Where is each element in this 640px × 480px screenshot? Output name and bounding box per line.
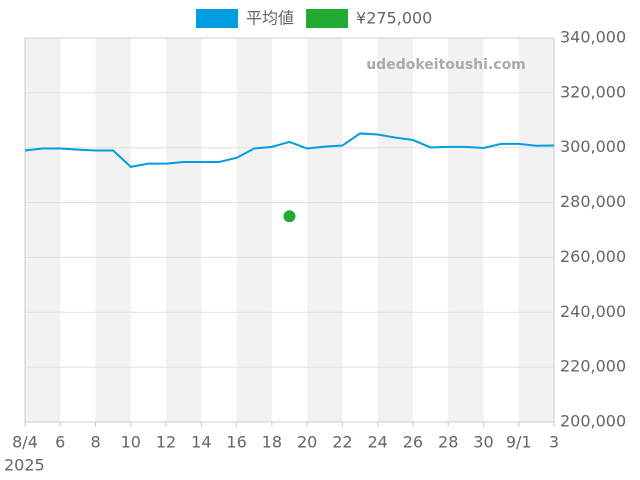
y-tick-label: 200,000 xyxy=(560,412,626,431)
y-tick-label: 220,000 xyxy=(560,357,626,376)
band xyxy=(95,38,131,422)
watermark: udedokeitoushi.com xyxy=(366,57,526,73)
x-tick-label: 18 xyxy=(262,433,282,452)
x-tick-label: 24 xyxy=(367,433,387,452)
x-tick-label: 16 xyxy=(226,433,246,452)
band xyxy=(377,38,413,422)
legend-label: 平均値 xyxy=(246,9,294,28)
legend-swatch xyxy=(306,9,349,28)
x-tick-label: 8/4 xyxy=(12,433,38,452)
band xyxy=(25,38,61,422)
x-tick-label: 6 xyxy=(55,433,65,452)
x-tick-label: 12 xyxy=(156,433,176,452)
y-tick-label: 340,000 xyxy=(560,28,626,47)
plot-border xyxy=(24,37,555,423)
x-tick-label: 20 xyxy=(297,433,317,452)
x-tick-label: 28 xyxy=(438,433,458,452)
y-tick-label: 260,000 xyxy=(560,247,626,266)
x-tick-label: 9/1 xyxy=(506,433,532,452)
x-tick-label: 14 xyxy=(191,433,211,452)
y-tick-label: 280,000 xyxy=(560,192,626,211)
legend-label: ¥275,000 xyxy=(356,9,432,28)
y-tick-label: 240,000 xyxy=(560,302,626,321)
band xyxy=(166,38,202,422)
y-tick-label: 320,000 xyxy=(560,82,626,101)
x-tick-label: 22 xyxy=(332,433,352,452)
x-tick-label: 26 xyxy=(403,433,423,452)
band xyxy=(448,38,484,422)
line xyxy=(24,132,555,168)
y-tick-label: 300,000 xyxy=(560,137,626,156)
band xyxy=(307,38,343,422)
point xyxy=(283,210,296,223)
x-sublabel: 2025 xyxy=(4,456,45,475)
x-tick-label: 10 xyxy=(121,433,141,452)
legend-swatch xyxy=(196,9,238,28)
x-tick-label: 30 xyxy=(473,433,493,452)
band xyxy=(518,38,554,422)
x-tick-label: 8 xyxy=(90,433,100,452)
band xyxy=(236,38,272,422)
x-tick-label: 3 xyxy=(549,433,559,452)
